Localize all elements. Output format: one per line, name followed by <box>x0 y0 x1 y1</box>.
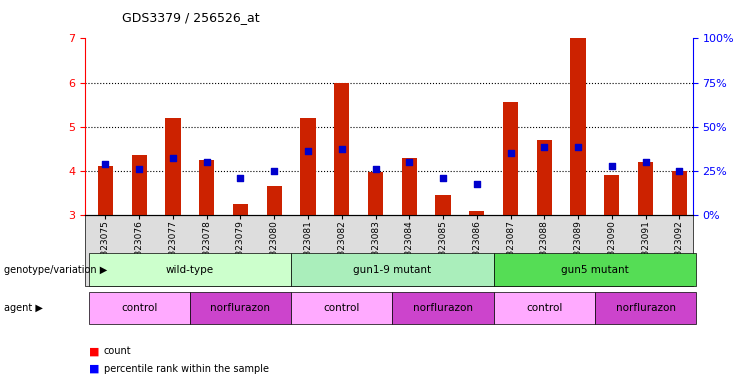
Bar <box>199 160 214 215</box>
Bar <box>368 172 383 215</box>
Point <box>572 144 584 150</box>
Text: agent ▶: agent ▶ <box>4 303 42 313</box>
Point <box>370 166 382 172</box>
Point <box>674 168 685 174</box>
Text: ■: ■ <box>89 364 99 374</box>
Bar <box>98 167 113 215</box>
Point <box>167 155 179 161</box>
Text: count: count <box>104 346 131 356</box>
Bar <box>402 158 417 215</box>
Text: percentile rank within the sample: percentile rank within the sample <box>104 364 269 374</box>
Point <box>471 181 482 187</box>
Bar <box>132 156 147 215</box>
Bar <box>536 140 552 215</box>
Text: genotype/variation ▶: genotype/variation ▶ <box>4 265 107 275</box>
Text: control: control <box>324 303 360 313</box>
Text: norflurazon: norflurazon <box>210 303 270 313</box>
Bar <box>503 103 518 215</box>
Bar <box>436 195 451 215</box>
Bar <box>672 171 687 215</box>
Bar <box>233 204 248 215</box>
Text: gun1-9 mutant: gun1-9 mutant <box>353 265 431 275</box>
Bar <box>469 210 485 215</box>
Bar <box>571 38 585 215</box>
Point <box>133 166 145 172</box>
Point <box>201 159 213 165</box>
Text: control: control <box>526 303 562 313</box>
Point <box>99 161 111 167</box>
Point <box>235 174 247 180</box>
Point <box>606 164 618 170</box>
Text: wild-type: wild-type <box>166 265 214 275</box>
Point <box>505 150 516 156</box>
Bar <box>165 118 181 215</box>
Point <box>539 144 551 150</box>
Point <box>437 174 449 180</box>
Bar <box>638 162 653 215</box>
Bar <box>267 186 282 215</box>
Bar <box>300 118 316 215</box>
Text: ■: ■ <box>89 346 99 356</box>
Text: GDS3379 / 256526_at: GDS3379 / 256526_at <box>122 12 260 25</box>
Point <box>336 146 348 152</box>
Bar <box>334 83 349 215</box>
Text: norflurazon: norflurazon <box>616 303 676 313</box>
Point <box>268 168 280 174</box>
Bar <box>604 175 619 215</box>
Text: control: control <box>121 303 157 313</box>
Text: norflurazon: norflurazon <box>413 303 473 313</box>
Point <box>403 159 415 165</box>
Point <box>302 148 314 154</box>
Text: gun5 mutant: gun5 mutant <box>561 265 629 275</box>
Point <box>639 159 651 165</box>
